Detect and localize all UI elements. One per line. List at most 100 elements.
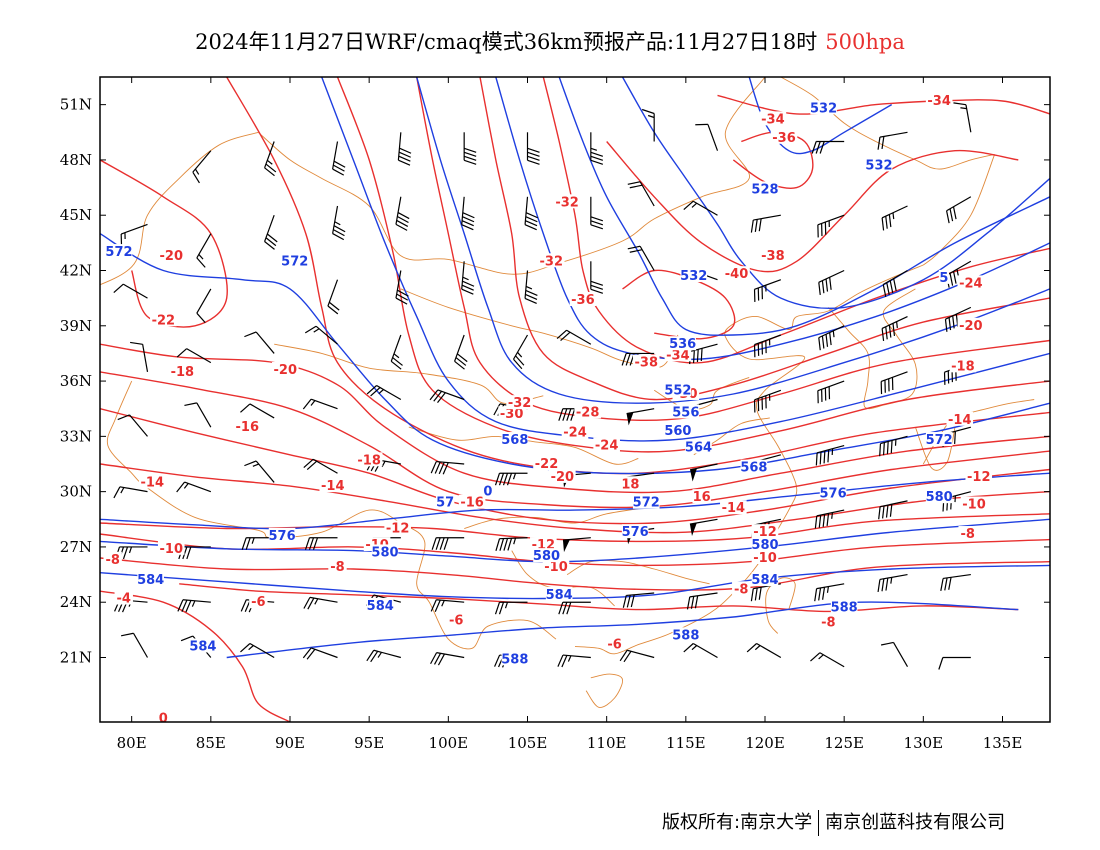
barb-feather [952,315,955,329]
wind-barb [818,269,845,295]
barb-feather [590,216,604,222]
barb-staff [753,214,781,221]
temperature-contour-label-bg [960,496,988,511]
wind-barb [683,642,718,659]
barb-staff [880,371,908,382]
wind-barb [557,654,591,668]
barb-feather [435,537,441,550]
temperature-contour [100,159,228,328]
wind-barb [240,642,275,659]
temperature-contour-label-bg [574,404,601,419]
barb-feather [463,147,477,153]
wind-barb [430,460,465,475]
barb-feather [398,151,411,158]
barb-feather [832,330,835,338]
barb-feather [499,538,505,551]
barb-staff [461,261,465,290]
barb-staff [249,403,275,419]
height-contour [226,601,1019,659]
copyright-text: 版权所有:南京大学 [662,812,813,833]
height-contour-label: 556 [672,405,699,420]
barb-feather [882,505,885,519]
barb-feather [621,353,627,366]
barb-feather [882,284,887,298]
barb-staff [437,389,465,401]
barb-feather [945,210,950,224]
temperature-contour-label: -32 [508,396,532,411]
temperature-contour-label-bg [447,612,466,627]
barb-feather [498,602,505,615]
temperature-contour-label: -20 [274,363,298,378]
height-contour-label-bg [751,537,779,552]
barb-staff [373,649,401,659]
temperature-contour-label: -14 [321,479,345,494]
barb-feather [885,326,888,340]
barb-feather [328,301,340,311]
barb-staff [142,344,149,372]
temperature-contour-label-bg [506,395,533,410]
barb-feather [525,285,533,290]
barb-feather [525,293,538,300]
wind-barb [953,102,972,133]
temperature-contour-label-bg [946,411,974,426]
lon-tick-label: 125E [824,734,864,752]
barb-feather [892,323,896,336]
temperature-contour [100,371,1050,509]
lat-tick-label: 45N [60,206,92,224]
height-contour-label: 572 [105,245,132,260]
barb-pennant [689,522,697,536]
barb-staff [754,334,782,346]
wind-barb [495,537,528,551]
height-contour-label-bg [819,485,847,500]
axis-layer: 80E 85E 90E 95E 100E 105E 110E 115E 120E 125E 130E… [60,77,1050,752]
wind-barb [430,652,465,666]
barb-feather [758,587,762,600]
barb-feather [811,141,817,154]
barb-staff [184,481,212,493]
temperature-contour-label: -6 [251,595,265,610]
barb-feather [122,546,129,560]
barb-feather [327,305,339,315]
barb-feather [944,577,948,591]
temperature-contour-label: -36 [571,293,595,308]
barb-staff [639,181,655,207]
barb-feather [462,280,475,287]
barb-staff [626,408,655,415]
temperature-contour [226,77,1050,475]
company-text: 南京创蓝科技有限公司 [825,812,1006,833]
wind-barb [264,141,277,177]
barb-feather [433,653,442,665]
barb-feather [890,440,893,454]
height-contour-label-bg [435,494,455,509]
lon-tick-label: 120E [745,734,785,752]
barb-feather [880,641,894,646]
height-contour-label-bg [105,244,133,259]
barb-staff [376,384,402,401]
height-contour-label-bg [268,527,296,542]
barb-feather [429,389,439,401]
wind-barb [945,196,972,224]
lat-tick-label: 42N [60,262,92,280]
barb-staff [816,444,845,454]
barb-feather [366,385,377,395]
barb-feather [567,655,572,662]
boundary-line [106,380,557,650]
barb-feather [879,443,882,457]
barb-feather [333,164,345,172]
wind-barb [750,214,781,233]
height-contour-label-bg [865,157,893,172]
barb-feather [877,579,881,593]
height-contour-label-bg [810,100,837,115]
height-contour-label-bg [672,627,700,642]
barb-feather [251,537,255,544]
wind-barb [304,325,338,345]
temperature-contour [622,269,736,340]
barb-feather [892,212,895,220]
barb-feather [896,321,898,328]
barb-feather [627,245,641,250]
temperature-contour-label-bg [561,424,589,439]
wind-barb [524,196,538,231]
barb-feather [754,587,758,601]
